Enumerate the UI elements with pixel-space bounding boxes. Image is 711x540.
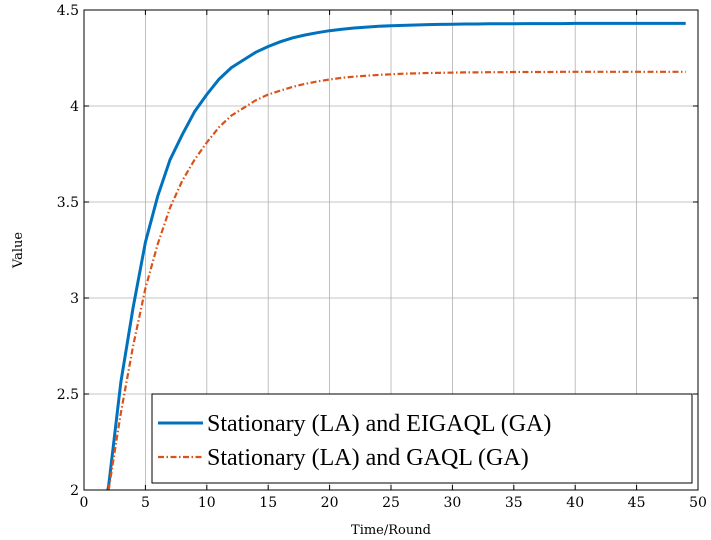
x-tick-label: 45 (628, 495, 646, 511)
x-tick-label: 5 (141, 495, 150, 511)
legend: Stationary (LA) and EIGAQL (GA) Stationa… (151, 393, 693, 484)
x-tick-label: 30 (443, 495, 461, 511)
legend-box (151, 393, 693, 484)
y-tick-label: 2.5 (57, 387, 79, 403)
y-tick-label: 3.5 (57, 195, 79, 211)
x-tick-label: 10 (198, 495, 216, 511)
legend-label-eigaql: Stationary (LA) and EIGAQL (GA) (207, 411, 551, 437)
legend-label-gaql: Stationary (LA) and GAQL (GA) (207, 445, 529, 471)
series-line-eigaql (106, 21, 686, 490)
axis-ticks: 0 5 10 15 20 25 30 35 40 45 50 2 2.5 3 3.5 4 4.5 (57, 3, 707, 511)
y-tick-label: 3 (70, 291, 79, 307)
series-line-gaql (107, 70, 686, 490)
y-tick-label: 4.5 (57, 3, 79, 19)
y-tick-label: 4 (70, 99, 79, 115)
x-tick-label: 0 (80, 495, 89, 511)
x-tick-label: 35 (505, 495, 523, 511)
x-tick-label: 50 (689, 495, 707, 511)
y-tick-label: 2 (70, 483, 79, 499)
x-tick-label: 40 (566, 495, 584, 511)
x-tick-label: 15 (259, 495, 277, 511)
x-tick-label: 20 (321, 495, 339, 511)
x-tick-label: 25 (382, 495, 400, 511)
y-axis-title: Value (11, 232, 26, 269)
x-axis-title: Time/Round (351, 523, 431, 538)
series-layer (106, 21, 686, 490)
